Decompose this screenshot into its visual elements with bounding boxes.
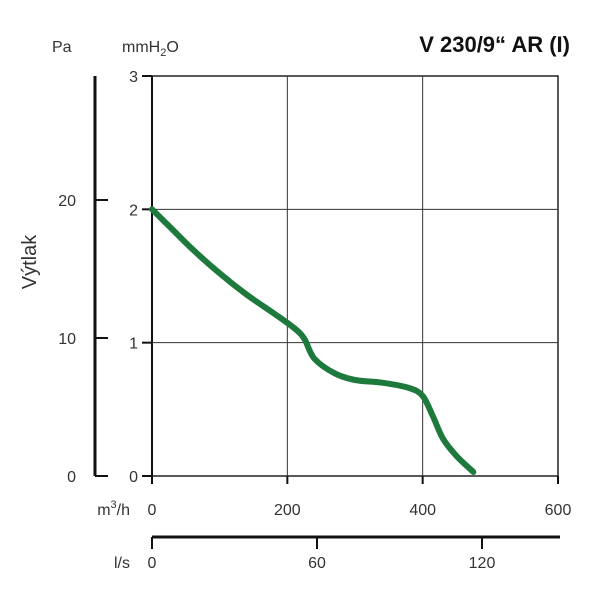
pa-tick-label: 10 <box>58 331 76 348</box>
mmh2o-unit-label: mmH2O <box>122 39 179 59</box>
ls-tick-label: 120 <box>469 555 496 572</box>
pa-tick-label: 20 <box>58 193 76 210</box>
pressure-curve-line <box>149 206 477 475</box>
ls-ticks: 0 60 120 <box>148 537 496 572</box>
pa-unit-label: Pa <box>52 39 72 56</box>
ls-tick-label: 60 <box>308 555 326 572</box>
m3h-unit-label: m3/h <box>97 499 130 519</box>
m3h-tick-label: 400 <box>409 502 436 519</box>
mmh2o-tick-label: 1 <box>129 336 138 353</box>
grid <box>152 76 558 476</box>
m3h-tick-label: 0 <box>148 502 157 519</box>
mmh2o-tick-label: 3 <box>129 69 138 86</box>
chart-title: V 230/9“ AR (I) <box>419 32 570 57</box>
m3h-ticks: 0 200 400 600 <box>148 476 572 519</box>
y-axis-label: Výtlak <box>19 234 41 289</box>
plot-frame <box>151 75 559 477</box>
pa-tick-label: 0 <box>67 469 76 486</box>
m3h-tick-label: 200 <box>274 502 301 519</box>
mmh2o-tick-label: 2 <box>129 202 138 219</box>
m3h-tick-label: 600 <box>545 502 572 519</box>
pa-ticks: 20 10 0 <box>58 193 108 486</box>
mmh2o-ticks: 3 2 1 0 <box>129 69 152 486</box>
ls-tick-label: 0 <box>148 555 157 572</box>
ls-unit-label: l/s <box>114 555 130 572</box>
mmh2o-tick-label: 0 <box>129 469 138 486</box>
